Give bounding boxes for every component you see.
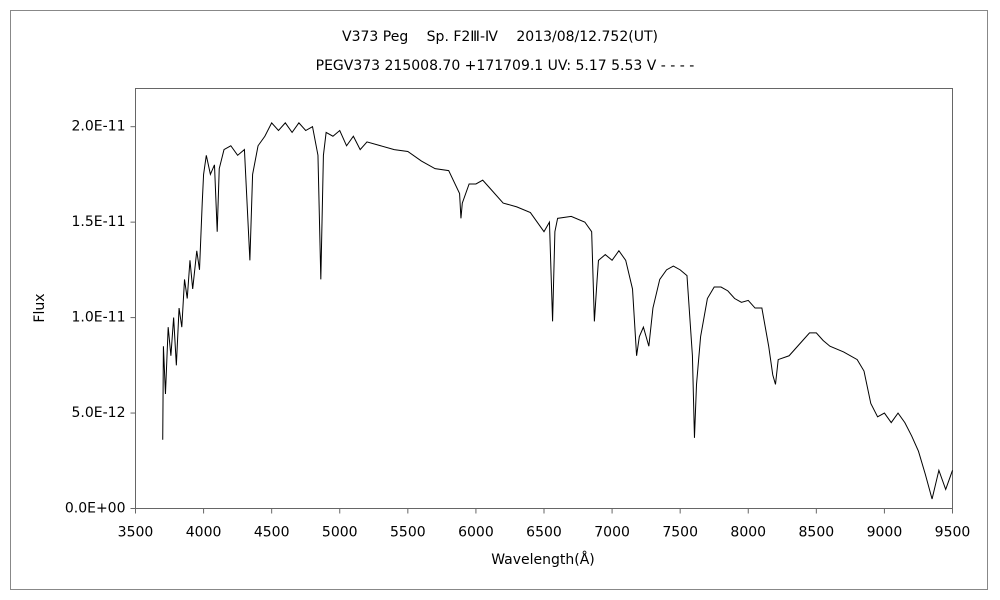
y-tick-label: 5.0E-12 bbox=[72, 405, 126, 421]
x-tick-label: 8000 bbox=[730, 525, 766, 541]
x-axis-label: Wavelength(Å) bbox=[491, 551, 595, 568]
spectrum-line bbox=[162, 121, 953, 500]
y-tick-label: 1.0E-11 bbox=[72, 310, 126, 326]
x-tick-label: 7500 bbox=[662, 525, 698, 541]
x-tick-label: 8500 bbox=[799, 525, 835, 541]
x-tick-label: 6500 bbox=[526, 525, 562, 541]
y-tick-label: 2.0E-11 bbox=[72, 119, 126, 135]
y-tick-label: 1.5E-11 bbox=[72, 214, 126, 230]
x-tick-label: 4500 bbox=[254, 525, 290, 541]
y-tick-label: 0.0E+00 bbox=[65, 501, 126, 517]
x-tick-label: 5000 bbox=[322, 525, 358, 541]
x-tick-label: 6000 bbox=[458, 525, 494, 541]
chart-subtitle: PEGV373 215008.70 +171709.1 UV: 5.17 5.5… bbox=[316, 58, 695, 74]
y-axis-label: Flux bbox=[32, 293, 48, 322]
chart-title: V373 Peg Sp. F2Ⅲ-Ⅳ 2013/08/12.752(UT) bbox=[342, 29, 658, 45]
x-tick-label: 3500 bbox=[118, 525, 154, 541]
x-tick-label: 5500 bbox=[390, 525, 426, 541]
x-tick-label: 7000 bbox=[594, 525, 630, 541]
x-tick-label: 4000 bbox=[186, 525, 222, 541]
x-tick-label: 9500 bbox=[935, 525, 971, 541]
frame bbox=[10, 10, 988, 590]
x-tick-label: 9000 bbox=[867, 525, 903, 541]
